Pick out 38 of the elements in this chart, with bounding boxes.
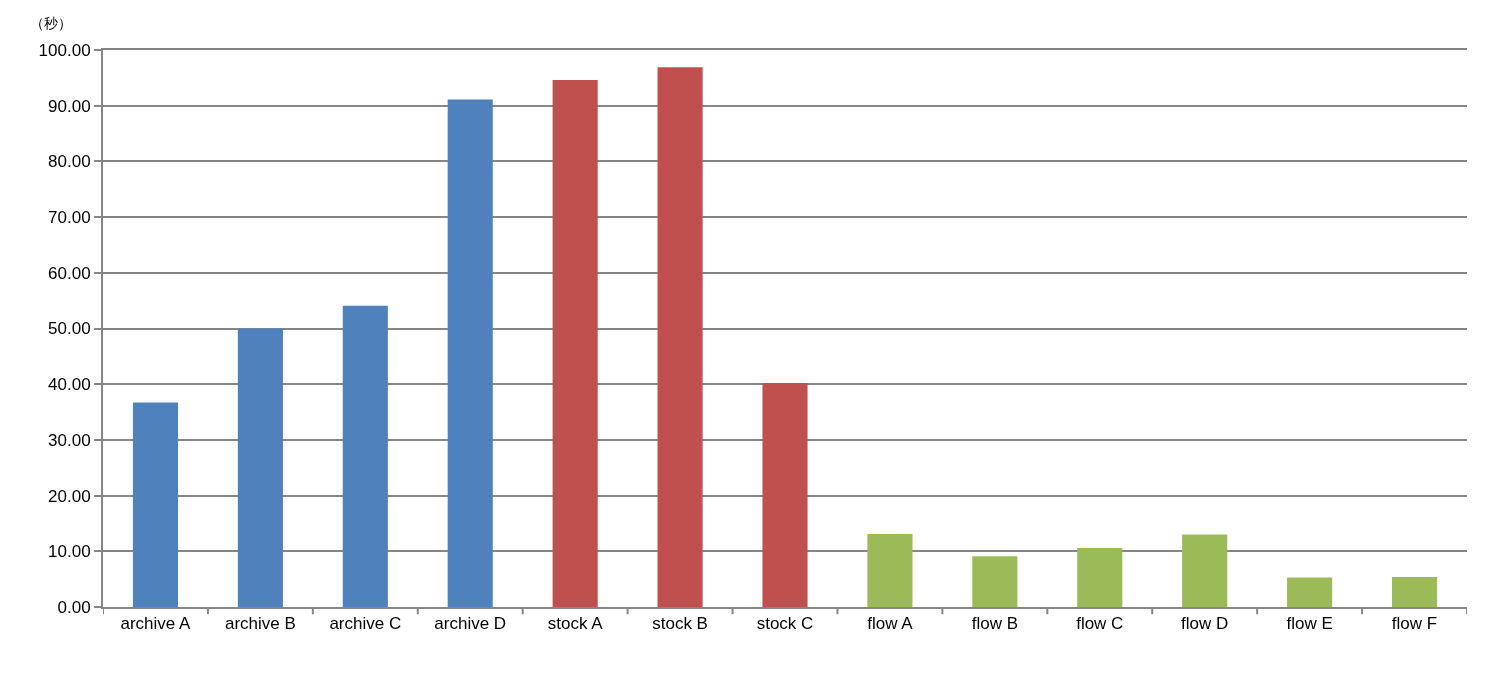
bar <box>657 67 703 607</box>
x-tick-label: archive A <box>120 614 192 634</box>
y-tick-label: 70.00 <box>48 208 91 228</box>
x-tick-label: stock B <box>652 614 708 634</box>
bar <box>552 80 598 607</box>
bar <box>762 383 808 607</box>
x-tick-label: archive C <box>329 614 402 634</box>
y-tick-label: 50.00 <box>48 319 91 339</box>
y-tick-label: 10.00 <box>48 542 91 562</box>
bar <box>132 402 179 607</box>
x-tick-label: flow D <box>1181 614 1229 634</box>
x-tick-label: flow B <box>971 614 1018 634</box>
bar <box>1391 576 1438 607</box>
y-tick-label: 80.00 <box>48 152 91 172</box>
y-tick-label: 100.00 <box>38 40 91 60</box>
y-tick-label: 30.00 <box>48 430 91 450</box>
bar <box>1182 534 1228 607</box>
x-tick-label: stock C <box>756 614 814 634</box>
bar <box>447 99 493 607</box>
y-tick-label: 0.00 <box>57 597 91 617</box>
bar <box>1077 547 1123 607</box>
y-axis-title: （秒） <box>30 15 72 31</box>
bar <box>237 328 283 607</box>
x-tick-label: stock A <box>547 614 604 634</box>
bar <box>972 556 1018 607</box>
x-tick-label: flow A <box>867 614 914 634</box>
bar <box>1287 577 1333 607</box>
x-tick-label: archive D <box>434 614 507 634</box>
bar <box>867 534 913 607</box>
y-tick-label: 40.00 <box>48 375 91 395</box>
x-tick-label: flow E <box>1286 614 1333 634</box>
bar <box>342 305 388 607</box>
y-tick-label: 20.00 <box>48 486 91 506</box>
y-tick-label: 60.00 <box>48 263 91 283</box>
x-tick-label: flow C <box>1076 614 1124 634</box>
x-tick-label: flow F <box>1391 614 1438 634</box>
x-tick-label: archive B <box>224 614 296 634</box>
y-tick-label: 90.00 <box>48 96 91 116</box>
